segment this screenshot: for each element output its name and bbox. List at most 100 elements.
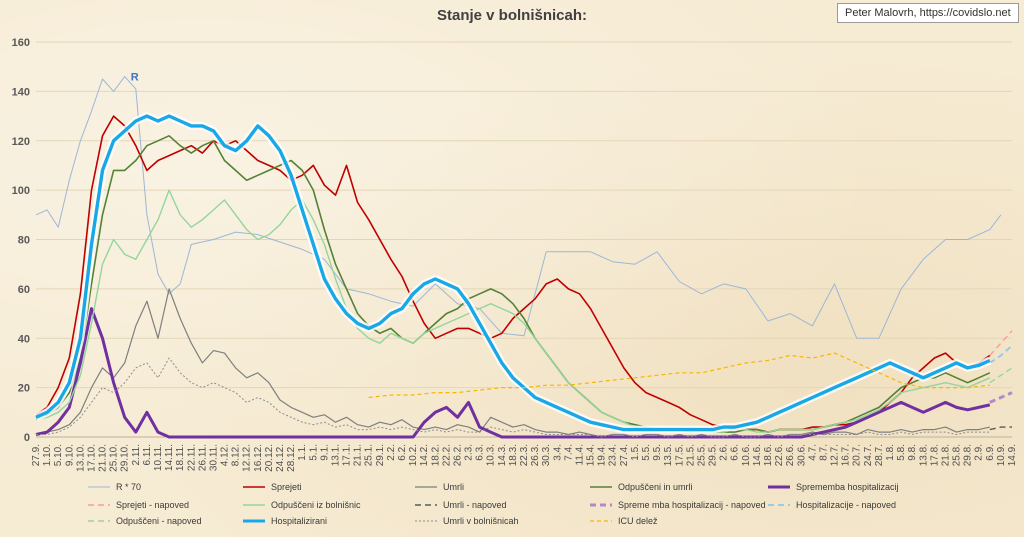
x-tick-label: 9.8.	[907, 444, 918, 461]
y-tick-label: 60	[18, 284, 30, 296]
x-tick-label: 11.4.	[574, 444, 585, 466]
x-tick-label: 14.3.	[497, 444, 508, 466]
x-tick-label: 2.11.	[131, 444, 142, 466]
series-line	[35, 307, 991, 439]
x-tick-label: 5.10.	[53, 444, 64, 466]
x-tick-label: 10.3.	[486, 444, 497, 466]
x-tick-label: 18.3.	[508, 444, 519, 466]
x-tick-label: 24.7.	[863, 444, 874, 466]
series-line	[989, 367, 1013, 384]
x-tick-label: 26.3.	[530, 444, 541, 466]
x-tick-label: 12.7.	[830, 444, 841, 466]
x-tick-label: 2.3.	[464, 444, 475, 461]
y-tick-label: 160	[12, 37, 30, 49]
y-tick-label: 140	[12, 86, 30, 98]
x-tick-label: 2.2.	[386, 444, 397, 461]
x-tick-label: 27.4.	[619, 444, 630, 466]
x-tick-label: 25.8.	[952, 444, 963, 466]
x-tick-label: 22.3.	[519, 444, 530, 466]
x-tick-label: 17.1.	[342, 444, 353, 466]
x-tick-label: 7.4.	[563, 444, 574, 461]
x-tick-label: 8.12.	[231, 444, 242, 466]
x-tick-label: 8.7.	[818, 444, 829, 461]
x-tick-label: 4.12.	[220, 444, 231, 466]
x-tick-label: 14.2.	[419, 444, 430, 466]
x-tick-label: 30.3.	[541, 444, 552, 466]
x-tick-label: 10.2.	[408, 444, 419, 466]
series-line	[35, 288, 990, 438]
x-tick-label: 30.6.	[796, 444, 807, 466]
legend-label: Umrli - napoved	[443, 500, 507, 510]
x-tick-label: 1.8.	[885, 444, 896, 461]
x-tick-label: 2.9.	[974, 444, 985, 461]
legend-label: Sprejeti - napoved	[116, 500, 189, 510]
x-tick-label: 9.1.	[319, 444, 330, 461]
x-tick-label: 17.5.	[674, 444, 685, 466]
x-tick-label: 17.8.	[929, 444, 940, 466]
series-line	[35, 76, 1002, 339]
legend-label: Umrli v bolnišnicah	[443, 516, 519, 526]
x-tick-label: 2.6.	[719, 444, 730, 461]
legend-label: Odpuščeni - napoved	[116, 516, 202, 526]
x-tick-label: 1.10.	[42, 444, 53, 466]
legend-label: Spreme mba hospitalizacij - napoved	[618, 500, 766, 510]
series-line	[368, 352, 990, 399]
x-tick-label: 9.10.	[64, 444, 75, 466]
x-tick-label: 29.8.	[963, 444, 974, 466]
legend-label: Odpuščeni in umrli	[618, 482, 693, 492]
x-tick-label: 5.1.	[308, 444, 319, 461]
x-tick-label: 9.5.	[652, 444, 663, 461]
x-tick-label: 25.5.	[696, 444, 707, 466]
series-line	[36, 357, 990, 438]
x-tick-label: 22.6.	[774, 444, 785, 466]
x-tick-label: 28.12.	[286, 444, 297, 472]
y-tick-label: 100	[12, 185, 30, 197]
legend-label: R * 70	[116, 482, 141, 492]
x-tick-label: 14.11.	[164, 444, 175, 471]
x-tick-label: 6.3.	[475, 444, 486, 461]
x-tick-label: 6.11.	[142, 444, 153, 466]
x-tick-label: 10.11.	[153, 444, 164, 471]
legend-label: Hospitalizirani	[271, 516, 327, 526]
x-tick-label: 21.8.	[940, 444, 951, 466]
x-tick-label: 12.12.	[242, 444, 253, 472]
x-tick-label: 13.10.	[75, 444, 86, 472]
x-tick-label: 26.11.	[197, 444, 208, 471]
x-tick-label: 1.1.	[297, 444, 308, 461]
chart-title: Stanje v bolnišnicah:	[436, 7, 588, 24]
x-tick-label: 26.2.	[452, 444, 463, 466]
legend-label: Odpuščeni iz bolnišnic	[271, 500, 361, 510]
legend-label: Hospitalizacije - napoved	[796, 500, 896, 510]
y-tick-label: 80	[18, 235, 30, 247]
y-tick-label: 40	[18, 333, 30, 345]
x-tick-label: 18.2.	[430, 444, 441, 466]
legend-label: Sprememba hospitalizacij	[796, 482, 899, 492]
legend-label: Sprejeti	[271, 482, 302, 492]
x-tick-label: 22.2.	[441, 444, 452, 466]
x-tick-label: 30.11.	[208, 444, 219, 471]
x-tick-label: 25.1.	[364, 444, 375, 466]
x-tick-label: 20.7.	[852, 444, 863, 466]
legend-label: Umrli	[443, 482, 464, 492]
series-line	[989, 426, 1012, 431]
x-tick-label: 13.1.	[330, 444, 341, 466]
x-tick-label: 13.8.	[918, 444, 929, 466]
x-tick-label: 24.12.	[275, 444, 286, 472]
y-tick-label: 120	[12, 136, 30, 148]
x-tick-label: 27.9.	[31, 444, 42, 466]
x-tick-label: 4.7.	[807, 444, 818, 461]
x-tick-label: 17.10.	[86, 444, 97, 472]
x-tick-label: 1.5.	[630, 444, 641, 461]
x-tick-label: 19.4.	[597, 444, 608, 466]
x-tick-label: 22.11.	[186, 444, 197, 471]
x-tick-label: 13.5.	[663, 444, 674, 466]
x-tick-label: 21.5.	[685, 444, 696, 466]
series-line	[35, 114, 991, 432]
x-tick-label: 6.2.	[397, 444, 408, 461]
x-tick-label: 6.6.	[730, 444, 741, 461]
legend-label: ICU delež	[618, 516, 658, 526]
x-tick-label: 14.6.	[752, 444, 763, 466]
x-tick-label: 21.1.	[353, 444, 364, 466]
x-tick-label: 10.6.	[741, 444, 752, 466]
